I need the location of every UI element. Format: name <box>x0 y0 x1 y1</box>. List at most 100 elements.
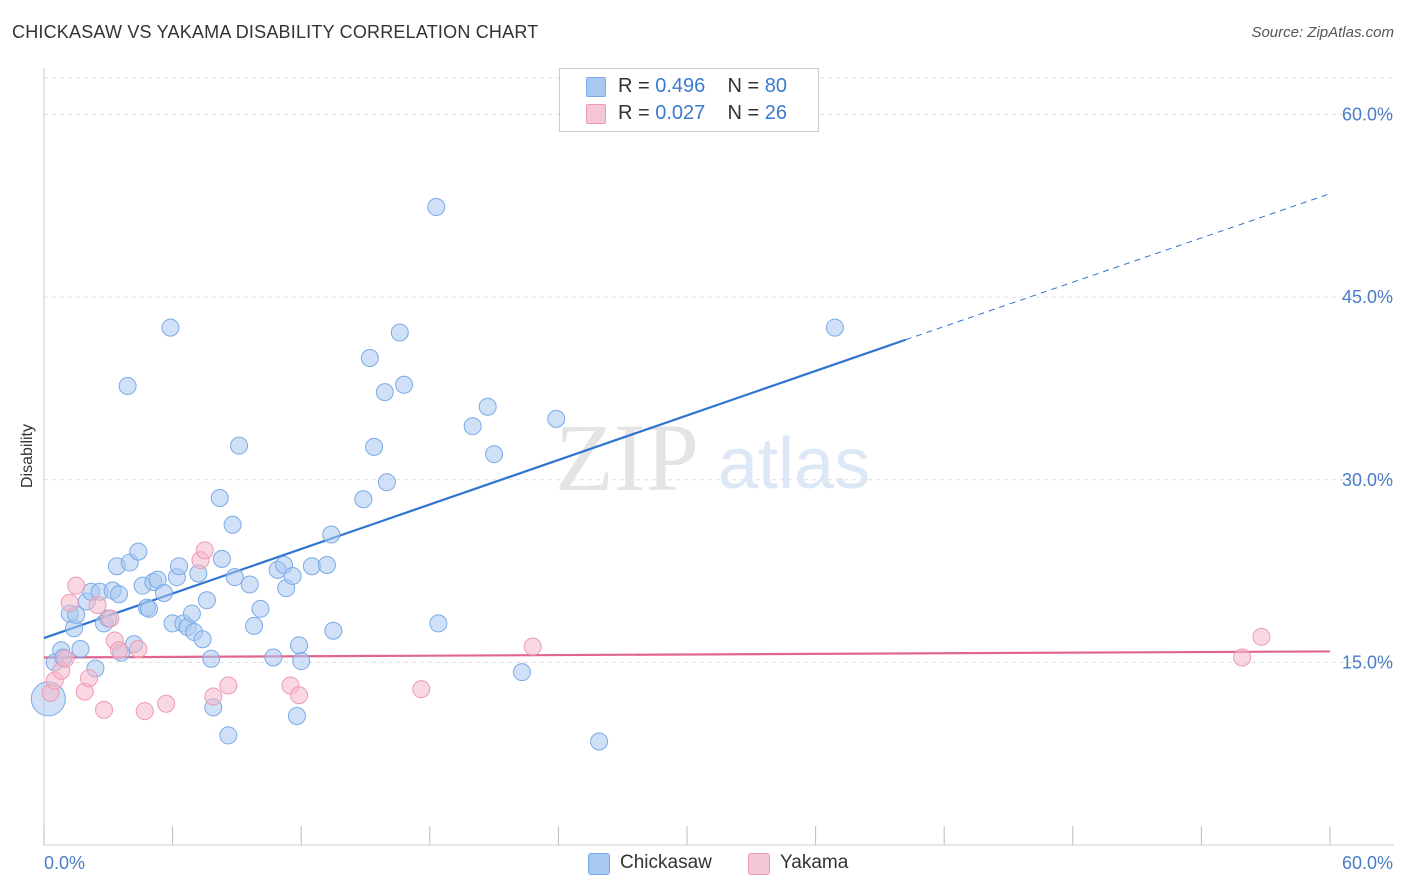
chickasaw-point <box>290 636 309 655</box>
axes <box>43 68 1394 846</box>
chickasaw-point <box>223 515 242 534</box>
trend-lines <box>43 193 1331 659</box>
y-tick-label: 30.0% <box>1342 470 1393 490</box>
chickasaw-point <box>202 649 221 668</box>
chickasaw-point <box>240 575 259 594</box>
yakama-point <box>290 686 309 705</box>
chickasaw-point <box>478 397 497 416</box>
chickasaw-point <box>251 599 270 618</box>
bottom-legend-label-chickasaw: Chickasaw <box>620 852 712 873</box>
tick-labels: 15.0% 30.0% 45.0% 60.0% 0.0% 60.0% <box>44 105 1393 873</box>
chickasaw-point <box>129 542 148 561</box>
yakama-point <box>80 669 99 688</box>
chickasaw-point <box>71 639 90 658</box>
chickasaw-point <box>230 436 249 455</box>
yakama-point <box>1233 648 1252 667</box>
chickasaw-point <box>210 489 229 508</box>
chickasaw-point <box>170 557 189 576</box>
legend-r-label: R = <box>618 102 656 124</box>
chickasaw-point <box>110 585 129 604</box>
bottom-legend-swatch-yakama <box>748 853 770 875</box>
yakama-point <box>56 649 75 668</box>
legend-n-value: 26 <box>764 102 788 124</box>
grid-lines <box>44 77 1394 663</box>
chickasaw-point <box>292 652 311 671</box>
data-points <box>30 198 1271 751</box>
yakama-point <box>195 541 214 560</box>
chickasaw-point <box>512 663 531 682</box>
chickasaw-point <box>354 490 373 509</box>
series-yakama <box>41 541 1271 721</box>
yakama-point <box>523 637 542 656</box>
yakama-point <box>110 641 129 660</box>
legend-r-value: 0.496 <box>655 75 706 97</box>
yakama-point <box>1252 627 1271 646</box>
yakama-point <box>88 596 107 615</box>
chickasaw-point <box>395 375 414 394</box>
chickasaw-point <box>219 726 238 745</box>
chickasaw-point <box>324 621 343 640</box>
chickasaw-point <box>245 616 264 635</box>
bottom-legend-label-yakama: Yakama <box>780 852 849 873</box>
chickasaw-point <box>302 557 321 576</box>
legend-r-label: R = <box>618 75 656 97</box>
chickasaw-point <box>429 614 448 633</box>
chickasaw-point <box>322 525 341 544</box>
chickasaw-point <box>193 630 212 649</box>
yakama-point <box>135 702 154 721</box>
chickasaw-point <box>590 732 609 751</box>
watermark-zip: ZIP <box>555 404 699 511</box>
y-tick-label: 60.0% <box>1342 105 1393 125</box>
yakama-point <box>129 639 148 658</box>
chickasaw-point <box>118 377 137 396</box>
yakama-point <box>67 576 86 595</box>
chickasaw-point <box>182 604 201 623</box>
chickasaw-point <box>264 648 283 667</box>
chickasaw-point <box>375 383 394 402</box>
chickasaw-point <box>360 349 379 368</box>
y-tick-label: 15.0% <box>1342 652 1393 672</box>
legend-r-value: 0.027 <box>655 102 706 124</box>
chickasaw-point <box>283 566 302 585</box>
yakama-point <box>204 687 223 706</box>
chart-title: CHICKASAW VS YAKAMA DISABILITY CORRELATI… <box>12 22 539 42</box>
chickasaw-point <box>161 318 180 337</box>
yakama-point <box>412 680 431 699</box>
yakama-trend-line <box>43 650 1331 659</box>
legend-swatch-chickasaw <box>586 77 606 97</box>
x-tick-label: 60.0% <box>1342 853 1393 873</box>
chickasaw-point <box>197 591 216 610</box>
yakama-point <box>60 593 79 612</box>
chickasaw-point <box>427 198 446 217</box>
y-tick-label: 45.0% <box>1342 287 1393 307</box>
chickasaw-point <box>825 318 844 337</box>
chickasaw-point <box>463 417 482 436</box>
yakama-point <box>219 676 238 695</box>
legend-swatch-yakama <box>586 104 606 124</box>
yakama-point <box>157 694 176 713</box>
yakama-point <box>95 700 114 719</box>
chickasaw-point <box>212 549 231 568</box>
watermark-atlas: atlas <box>718 424 870 504</box>
chickasaw-trend-line <box>43 338 906 640</box>
yakama-point <box>101 609 120 628</box>
source-label: Source: ZipAtlas.com <box>1251 24 1394 41</box>
chickasaw-point <box>225 568 244 587</box>
chickasaw-point <box>485 445 504 464</box>
chickasaw-point <box>365 437 384 456</box>
series-chickasaw <box>30 198 844 751</box>
x-tick-label: 0.0% <box>44 853 85 873</box>
legend-n-label: N = <box>727 75 765 97</box>
chickasaw-point <box>547 409 566 428</box>
bottom-legend-swatch-chickasaw <box>588 853 610 875</box>
chickasaw-point <box>287 706 306 725</box>
chickasaw-point <box>390 323 409 342</box>
chickasaw-point <box>155 583 174 602</box>
chickasaw-point <box>377 473 396 492</box>
chickasaw-point <box>140 599 159 618</box>
legend-n-label: N = <box>727 102 765 124</box>
chickasaw-point <box>317 555 336 574</box>
chickasaw-trend-extension <box>905 193 1331 341</box>
watermark: ZIP atlas <box>555 404 870 511</box>
